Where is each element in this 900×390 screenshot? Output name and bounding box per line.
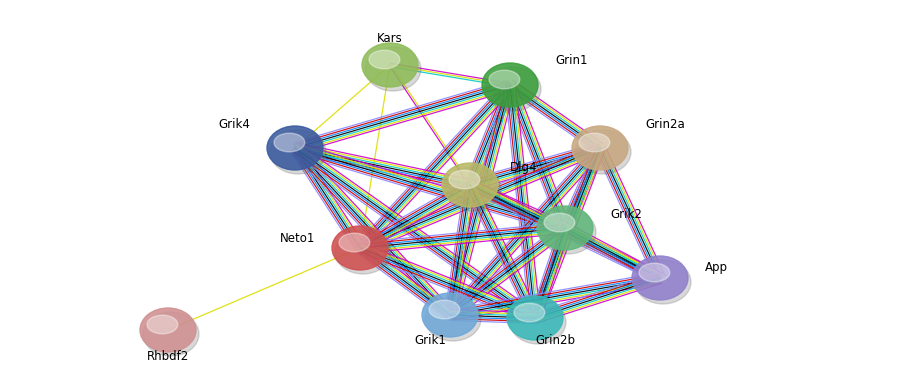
Ellipse shape — [572, 126, 628, 170]
Ellipse shape — [267, 126, 323, 170]
Ellipse shape — [445, 167, 501, 211]
Ellipse shape — [339, 233, 370, 252]
Text: App: App — [705, 262, 728, 275]
Ellipse shape — [369, 50, 400, 69]
Text: Grin2b: Grin2b — [535, 333, 575, 346]
Text: Grik2: Grik2 — [610, 209, 642, 222]
Ellipse shape — [422, 293, 478, 337]
Ellipse shape — [365, 47, 421, 91]
Ellipse shape — [429, 300, 460, 319]
Text: Grin2a: Grin2a — [645, 119, 685, 131]
Ellipse shape — [639, 263, 670, 282]
Text: Dlg4: Dlg4 — [510, 161, 537, 174]
Ellipse shape — [482, 63, 538, 107]
Ellipse shape — [510, 300, 566, 344]
Ellipse shape — [274, 133, 305, 152]
Text: Rhbdf2: Rhbdf2 — [147, 349, 189, 362]
Ellipse shape — [362, 43, 418, 87]
Ellipse shape — [485, 67, 541, 111]
Text: Grik1: Grik1 — [414, 333, 446, 346]
Ellipse shape — [537, 206, 593, 250]
Ellipse shape — [514, 303, 544, 322]
Text: Grin1: Grin1 — [555, 53, 588, 67]
Ellipse shape — [575, 130, 631, 174]
Ellipse shape — [544, 213, 575, 232]
Text: Kars: Kars — [377, 32, 403, 44]
Ellipse shape — [507, 296, 563, 340]
Ellipse shape — [143, 312, 199, 356]
Ellipse shape — [540, 210, 596, 254]
Ellipse shape — [140, 308, 196, 352]
Ellipse shape — [425, 297, 481, 341]
Ellipse shape — [635, 260, 691, 304]
Ellipse shape — [579, 133, 610, 152]
Text: Grik4: Grik4 — [218, 119, 250, 131]
Ellipse shape — [442, 163, 498, 207]
Ellipse shape — [147, 315, 178, 334]
Ellipse shape — [332, 226, 388, 270]
Ellipse shape — [449, 170, 480, 189]
Ellipse shape — [335, 230, 391, 274]
Ellipse shape — [270, 130, 326, 174]
Ellipse shape — [489, 70, 520, 89]
Text: Neto1: Neto1 — [280, 232, 315, 245]
Ellipse shape — [632, 256, 688, 300]
